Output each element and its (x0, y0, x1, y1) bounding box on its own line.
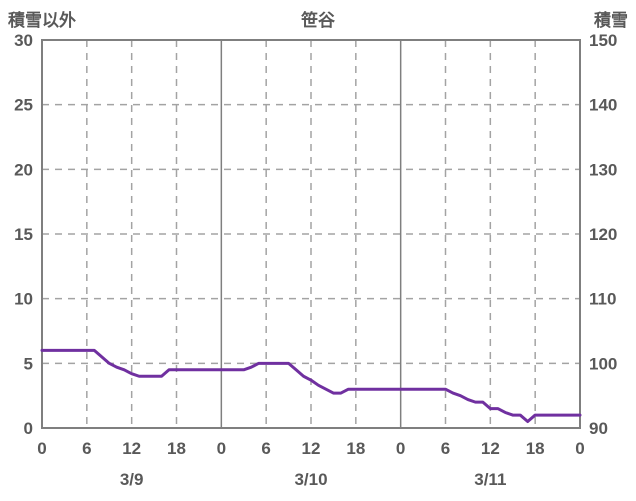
left-axis-tick-label: 5 (24, 354, 33, 373)
right-axis-tick-label: 100 (589, 354, 617, 373)
left-axis-tick-label: 0 (24, 419, 33, 438)
plot-border (41, 39, 581, 429)
hour-tick-label: 18 (167, 439, 186, 458)
hour-tick-label: 12 (481, 439, 500, 458)
hour-tick-label: 12 (122, 439, 141, 458)
left-axis-tick-label: 20 (14, 160, 33, 179)
hour-tick-label: 0 (396, 439, 405, 458)
left-axis-tick-label: 25 (14, 96, 33, 115)
hour-tick-label: 6 (441, 439, 450, 458)
hour-tick-label: 0 (575, 439, 584, 458)
hour-tick-label: 0 (217, 439, 226, 458)
right-axis-tick-label: 140 (589, 96, 617, 115)
right-axis-tick-label: 130 (589, 160, 617, 179)
hour-tick-label: 18 (346, 439, 365, 458)
right-axis-tick-label: 150 (589, 31, 617, 50)
hour-tick-label: 12 (302, 439, 321, 458)
hour-tick-label: 6 (261, 439, 270, 458)
right-axis-tick-label: 120 (589, 225, 617, 244)
hour-tick-label: 6 (82, 439, 91, 458)
date-label: 3/10 (294, 470, 327, 489)
left-axis-tick-label: 30 (14, 31, 33, 50)
date-label: 3/9 (120, 470, 144, 489)
date-label: 3/11 (474, 470, 506, 489)
hour-tick-label: 0 (37, 439, 46, 458)
left-axis-tick-label: 15 (14, 225, 33, 244)
snow-depth-line (40, 348, 582, 424)
right-axis-tick-label: 110 (589, 290, 616, 309)
right-axis-title: 積雪 (594, 11, 628, 30)
right-axis-tick-label: 90 (589, 419, 608, 438)
left-axis-tick-label: 10 (14, 290, 33, 309)
station-name: 笹谷 (301, 11, 335, 30)
hour-tick-label: 18 (526, 439, 545, 458)
left-axis-title: 積雪以外 (8, 11, 76, 30)
